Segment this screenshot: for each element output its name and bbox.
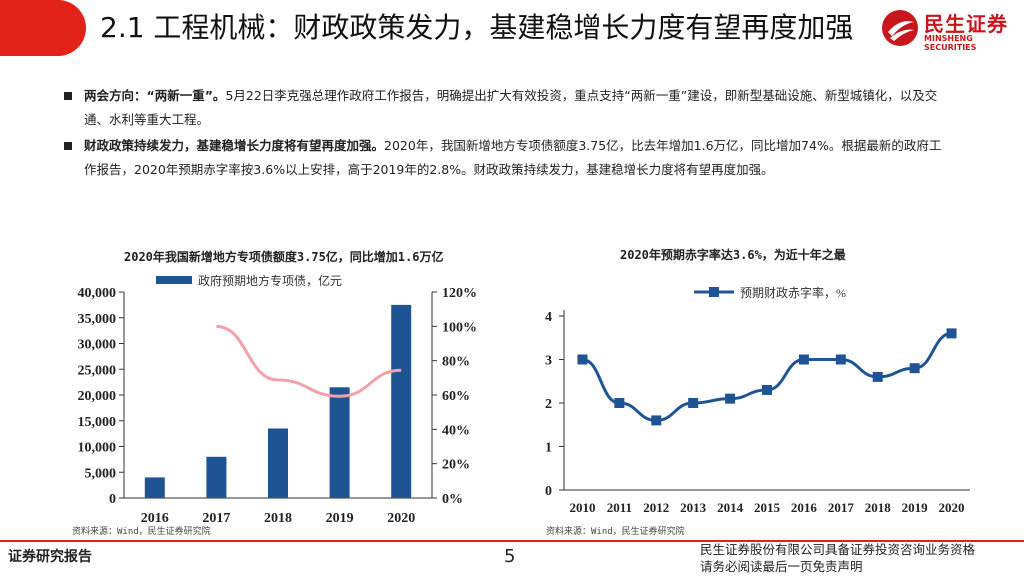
- y-tick-label: 0: [545, 484, 552, 499]
- footer-disclaimer: 民生证券股份有限公司具备证券投资咨询业务资格 请务必阅读最后一页免责声明: [700, 541, 975, 575]
- y-tick-label: 35,000: [78, 312, 117, 327]
- point-2016: [798, 354, 809, 365]
- y-tick-label: 5,000: [85, 466, 117, 481]
- bar-2016: [144, 477, 165, 498]
- bullet-heading: 两会方向：“两新一重”。: [84, 88, 226, 103]
- legend-marker: [709, 287, 719, 297]
- x-tick-label: 2017: [828, 500, 855, 515]
- left-chart: 0 5,000 10,000 15,000 20,000 25,000 30,000 35,0…: [78, 273, 478, 522]
- bar-2020: [391, 304, 412, 498]
- x-tick-label: 2017: [202, 511, 230, 522]
- point-2020: [946, 328, 957, 339]
- left-chart-title: 2020年我国新增地方专项债额度3.75亿，同比增加1.6万亿: [124, 250, 444, 264]
- page-title: 2.1 工程机械：财政政策发力，基建稳增长力度有望再度加强: [100, 11, 854, 44]
- bullet-heading: 财政政策持续发力，基建稳增长力度将有望再度加强。: [84, 138, 385, 153]
- x-tick-label: 2020: [387, 511, 415, 522]
- y2-tick-label: 120%: [442, 286, 477, 301]
- x-tick-label: 2014: [717, 500, 744, 515]
- y-tick-label: 40,000: [78, 286, 117, 301]
- footer-report-label: 证券研究报告: [8, 549, 92, 565]
- minsheng-logo-icon: [882, 10, 918, 46]
- y-tick-label: 1: [545, 441, 552, 456]
- y2-tick-label: 20%: [442, 458, 470, 473]
- x-tick-label: 2018: [264, 511, 292, 522]
- y2-tick-label: 40%: [442, 423, 470, 438]
- bullet-item: 两会方向：“两新一重”。5月22日李克强总理作政府工作报告，明确提出扩大有效投资…: [64, 84, 944, 132]
- y-tick-label: 2: [545, 397, 552, 412]
- y2-tick-label: 100%: [442, 320, 477, 335]
- bullet-list: 两会方向：“两新一重”。5月22日李克强总理作政府工作报告，明确提出扩大有效投资…: [64, 84, 944, 184]
- footer-divider: [0, 540, 1024, 542]
- y2-tick-label: 0%: [442, 492, 463, 507]
- bullet-square-icon: [64, 142, 72, 150]
- point-2019: [909, 363, 920, 374]
- bullet-body: 2020年，我国新增地方专项债额度3.75亿，比去年增加1.6万亿，同比增加74…: [84, 138, 942, 177]
- y-tick-label: 25,000: [78, 363, 117, 378]
- page-number: 5: [504, 546, 516, 567]
- bullet-square-icon: [64, 92, 72, 100]
- y-tick-label: 0: [109, 492, 116, 507]
- y-tick-label: 10,000: [78, 441, 117, 456]
- y-tick-label: 3: [545, 354, 552, 369]
- bullet-body: 5月22日李克强总理作政府工作报告，明确提出扩大有效投资，重点支持“两新一重”建…: [84, 88, 938, 127]
- legend-swatch: [156, 276, 192, 284]
- right-chart-title: 2020年预期赤字率达3.6%，为近十年之最: [620, 248, 846, 262]
- point-2017: [835, 354, 846, 365]
- x-tick-label: 2016: [141, 511, 169, 522]
- bar-2018: [268, 428, 288, 498]
- footer-qualification: 民生证券股份有限公司具备证券投资咨询业务资格: [700, 542, 976, 557]
- y-tick-label: 4: [545, 310, 552, 325]
- legend-label: 政府预期地方专项债，亿元: [198, 273, 342, 288]
- x-tick-label: 2012: [643, 500, 669, 515]
- x-tick-label: 2011: [607, 500, 632, 515]
- point-2014: [725, 393, 736, 404]
- point-2011: [614, 398, 625, 408]
- bar-2019: [329, 387, 350, 498]
- x-tick-label: 2013: [680, 500, 707, 515]
- bullet-item: 财政政策持续发力，基建稳增长力度将有望再度加强。2020年，我国新增地方专项债额…: [64, 134, 944, 182]
- logo-text-en: MINSHENG SECURITIES: [924, 34, 977, 52]
- point-2015: [762, 384, 772, 395]
- x-tick-label: 2010: [569, 500, 595, 515]
- y2-tick-label: 80%: [442, 355, 470, 370]
- point-2013: [688, 398, 699, 408]
- x-tick-label: 2015: [754, 500, 781, 515]
- legend-label: 预期财政赤字率，%: [740, 285, 846, 300]
- y-tick-label: 30,000: [78, 338, 117, 353]
- title-accent-shape: [0, 0, 86, 56]
- bar-2017: [206, 456, 227, 498]
- x-tick-label: 2016: [791, 500, 818, 515]
- logo-text-cn: 民生证券: [924, 12, 1008, 36]
- footer-disclaimer-note: 请务必阅读最后一页免责声明: [700, 559, 863, 574]
- point-2018: [872, 371, 883, 382]
- y-tick-label: 15,000: [78, 415, 117, 430]
- x-tick-label: 2020: [939, 500, 965, 515]
- right-chart: 0 1 2 3 4 2010 2011 2012 2013 2014 2015 2016 2017 201…: [545, 285, 970, 515]
- x-tick-label: 2018: [865, 500, 892, 515]
- brand-logo: 民生证券 MINSHENG SECURITIES: [880, 4, 1020, 52]
- x-tick-label: 2019: [902, 500, 929, 515]
- left-chart-source: 资料来源：Wind，民生证券研究院: [72, 527, 211, 537]
- deficit-line: [582, 331, 952, 422]
- y-tick-label: 20,000: [78, 389, 117, 404]
- point-2012: [651, 415, 662, 426]
- y2-tick-label: 60%: [442, 389, 470, 404]
- point-2010: [577, 354, 588, 365]
- right-chart-source: 资料来源：Wind，民生证券研究院: [546, 527, 685, 537]
- growth-line: [216, 324, 402, 398]
- title-bar: 2.1 工程机械：财政政策发力，基建稳增长力度有望再度加强 民生证券 MINSH…: [0, 0, 1024, 56]
- x-tick-label: 2019: [326, 511, 354, 522]
